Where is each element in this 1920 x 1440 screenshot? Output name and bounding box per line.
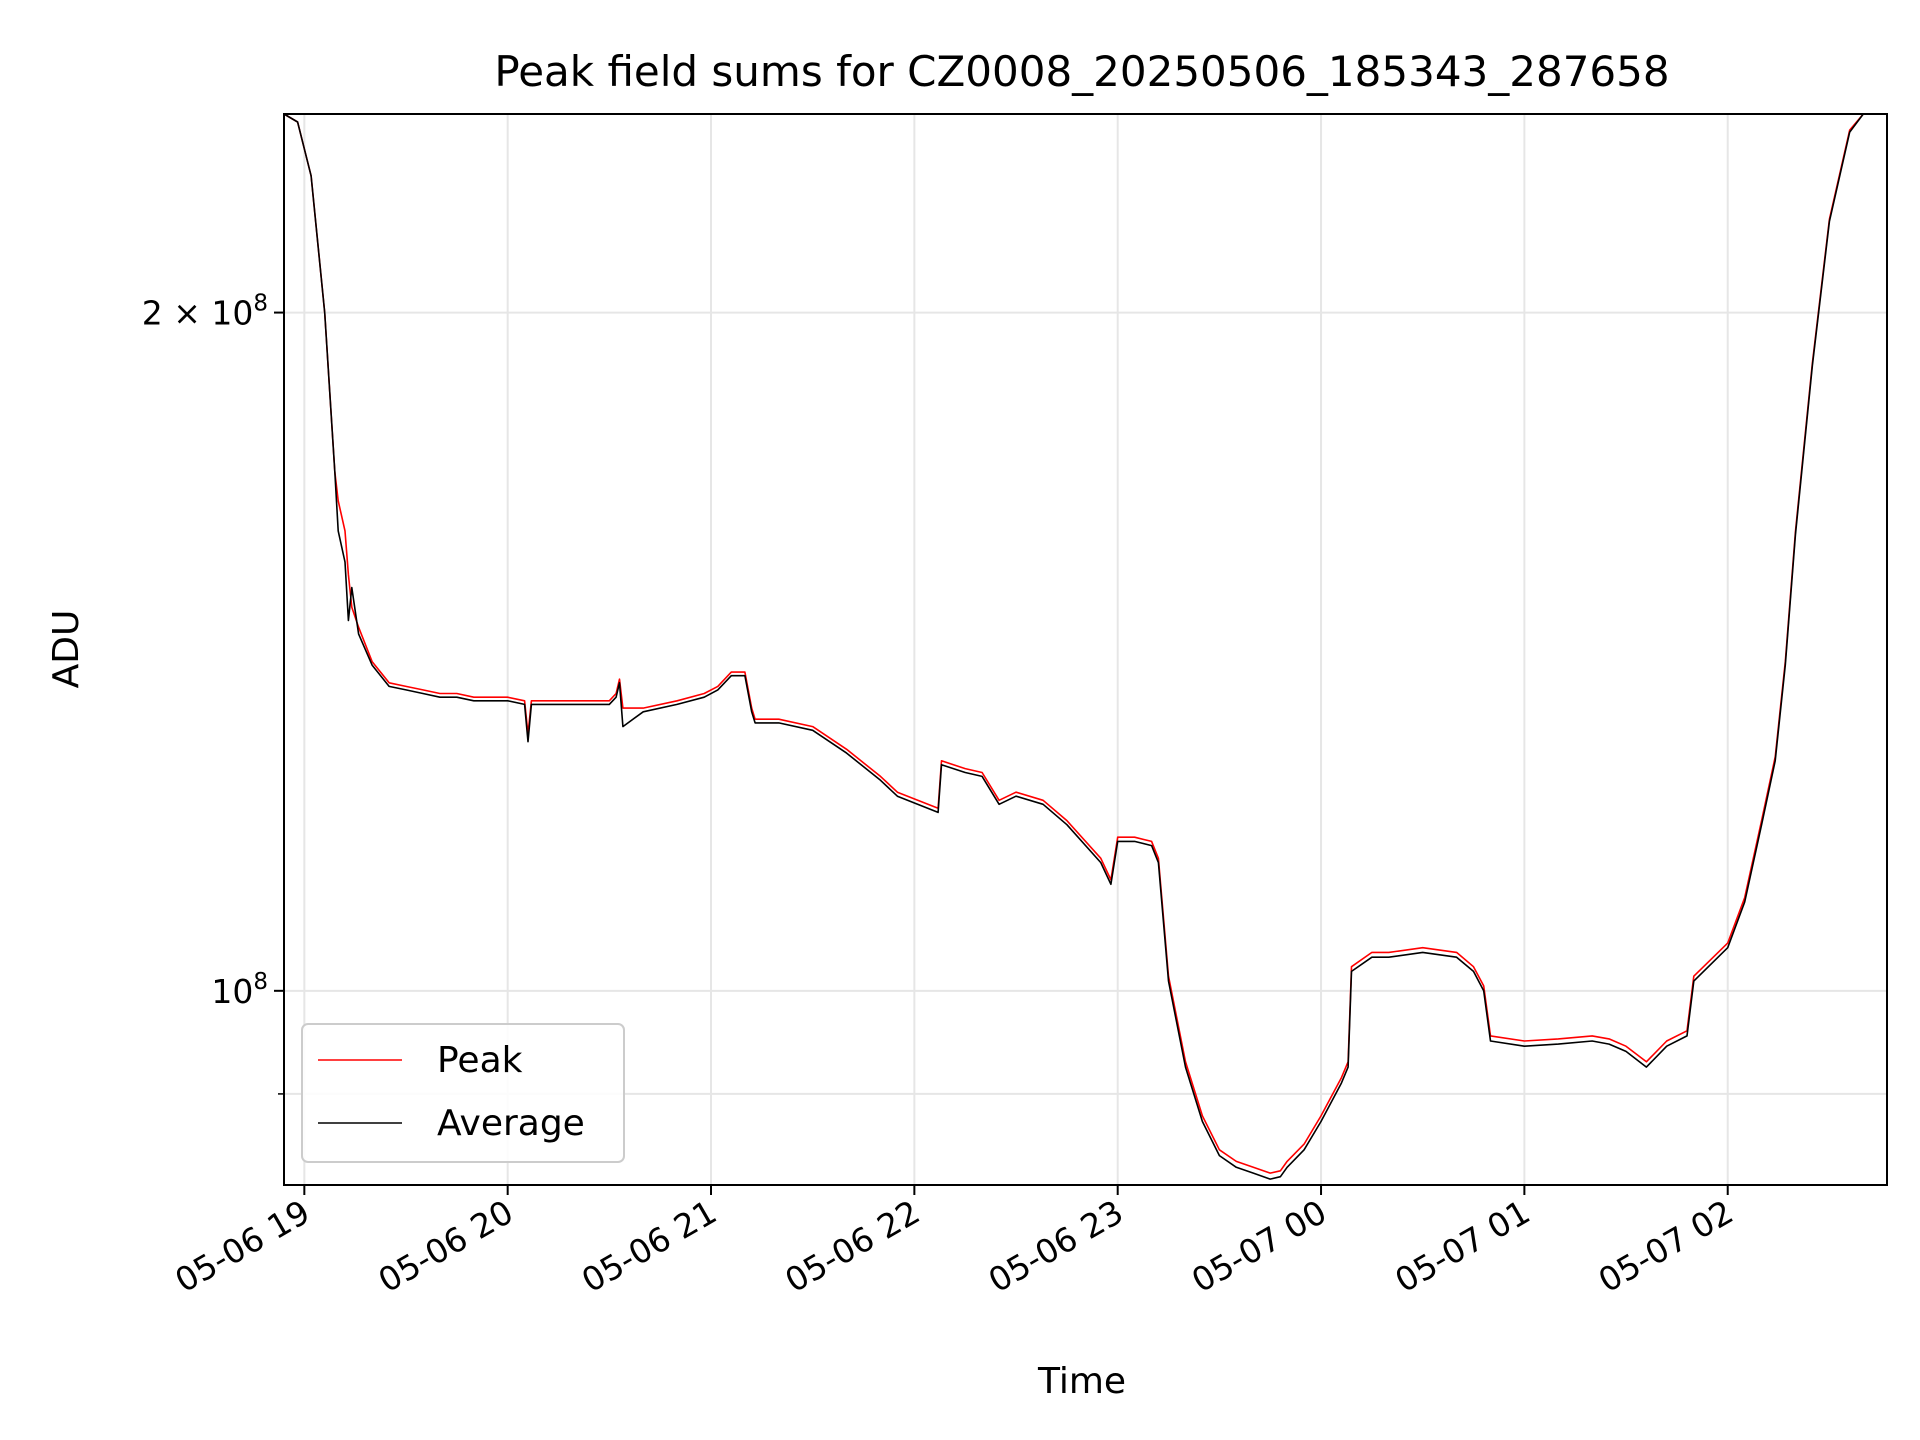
legend-label-average: Average	[437, 1103, 585, 1144]
x-tick-label: 05-06 21	[575, 1192, 723, 1300]
y-axis-ticks: 108 2 × 108	[142, 291, 284, 1095]
x-tick-label: 05-06 22	[778, 1192, 926, 1300]
series-lines	[283, 113, 1887, 1180]
x-axis-ticks: 05-06 19 05-06 20 05-06 21 05-06 22 05-06 23…	[168, 1185, 1740, 1300]
y-tick-label: 2 × 108	[142, 291, 268, 333]
x-tick-label: 05-07 01	[1388, 1192, 1536, 1300]
x-tick-label: 05-06 20	[372, 1192, 520, 1300]
x-tick-label: 05-07 02	[1592, 1192, 1740, 1300]
chart-title: Peak field sums for CZ0008_20250506_1853…	[494, 47, 1669, 96]
series-line-average	[283, 113, 1887, 1180]
x-axis-title: Time	[1037, 1361, 1126, 1402]
legend: Peak Average	[301, 1023, 625, 1163]
y-tick-label: 108	[211, 969, 268, 1011]
legend-box	[301, 1023, 625, 1163]
x-tick-label: 05-06 19	[168, 1192, 316, 1300]
plot-area-frame	[283, 113, 1888, 1186]
legend-label-peak: Peak	[437, 1040, 523, 1081]
series-line-peak	[283, 113, 1887, 1174]
x-tick-label: 05-06 23	[982, 1192, 1130, 1300]
y-axis-title: ADU	[46, 610, 87, 689]
x-tick-label: 05-07 00	[1185, 1192, 1333, 1300]
